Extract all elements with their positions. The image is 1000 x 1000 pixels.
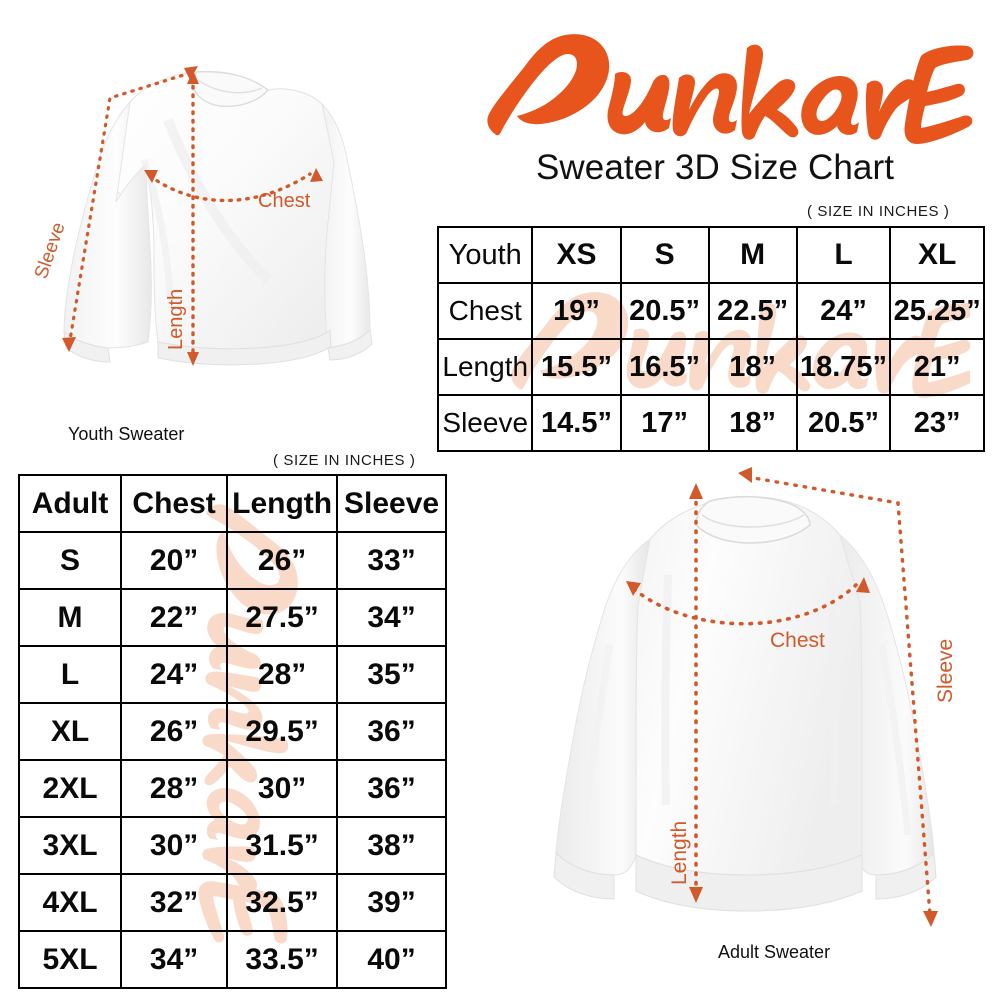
adult-length-s: 26” — [226, 531, 339, 590]
youth-length-m: 18” — [707, 338, 798, 396]
adult-chest-5xl: 34” — [120, 930, 229, 989]
youth-measure-lines — [62, 66, 323, 366]
table-row: M 22” 27.5” 34” — [17, 588, 447, 647]
page-title: Sweater 3D Size Chart — [535, 148, 895, 187]
adult-sleeve-l: 35” — [336, 645, 447, 704]
table-row: Youth XS S M L XL — [436, 226, 985, 284]
adult-sleeve-s: 33” — [336, 531, 447, 590]
youth-row-label-chest: Chest — [436, 282, 534, 340]
adult-chest-s: 20” — [120, 531, 229, 590]
adult-length-3xl: 31.5” — [226, 816, 339, 875]
youth-chest-xs: 19” — [531, 282, 622, 340]
youth-row-label-length: Length — [436, 338, 534, 396]
youth-sweater-caption: Youth Sweater — [68, 424, 185, 444]
adult-chest-4xl: 32” — [120, 873, 229, 932]
youth-col-xs: XS — [531, 226, 622, 284]
adult-length-m: 27.5” — [226, 588, 339, 647]
youth-sleeve-m: 18” — [707, 394, 798, 452]
table-row: L 24” 28” 35” — [17, 645, 447, 704]
youth-length-s: 16.5” — [619, 338, 710, 396]
adult-chest-2xl: 28” — [120, 759, 229, 818]
adult-length-xl: 29.5” — [226, 702, 339, 761]
adult-size-l: L — [17, 645, 123, 704]
youth-size-table: Youth XS S M L XL Chest 19” 20.5” 22.5” … — [436, 226, 985, 452]
adult-size-5xl: 5XL — [17, 930, 123, 989]
adult-length-4xl: 32.5” — [226, 873, 339, 932]
youth-sleeve-xs: 14.5” — [531, 394, 622, 452]
youth-chest-xl: 25.25” — [889, 282, 985, 340]
table-row: 5XL 34” 33.5” 40” — [17, 930, 447, 989]
adult-col-length: Length — [226, 474, 339, 533]
adult-units-note: ( SIZE IN INCHES ) — [273, 452, 416, 469]
adult-length-2xl: 30” — [226, 759, 339, 818]
adult-chest-label: Chest — [770, 629, 825, 652]
brand-logo — [455, 22, 975, 152]
youth-sleeve-label: Sleeve — [31, 220, 70, 282]
youth-sweater-body — [63, 70, 373, 366]
table-row: Sleeve 14.5” 17” 18” 20.5” 23” — [436, 394, 985, 452]
adult-length-label: Length — [668, 821, 691, 885]
adult-size-2xl: 2XL — [17, 759, 123, 818]
adult-col-size: Adult — [17, 474, 123, 533]
table-row: Adult Chest Length Sleeve — [17, 474, 447, 533]
table-row: Chest 19” 20.5” 22.5” 24” 25.25” — [436, 282, 985, 340]
youth-col-l: L — [795, 226, 892, 284]
table-row: Length 15.5” 16.5” 18” 18.75” 21” — [436, 338, 985, 396]
adult-chest-l: 24” — [120, 645, 229, 704]
youth-sweater-figure: Chest Length Sleeve — [18, 40, 418, 400]
adult-length-5xl: 33.5” — [226, 930, 339, 989]
adult-chest-xl: 26” — [120, 702, 229, 761]
youth-units-note: ( SIZE IN INCHES ) — [807, 203, 950, 220]
youth-length-xl: 21” — [889, 338, 985, 396]
adult-size-m: M — [17, 588, 123, 647]
youth-col-s: S — [619, 226, 710, 284]
adult-sleeve-4xl: 39” — [336, 873, 447, 932]
youth-col-xl: XL — [889, 226, 985, 284]
youth-length-xs: 15.5” — [531, 338, 622, 396]
youth-chest-m: 22.5” — [707, 282, 798, 340]
youth-sleeve-xl: 23” — [889, 394, 985, 452]
adult-size-xl: XL — [17, 702, 123, 761]
table-row: S 20” 26” 33” — [17, 531, 447, 590]
adult-chest-3xl: 30” — [120, 816, 229, 875]
adult-sleeve-2xl: 36” — [336, 759, 447, 818]
adult-sleeve-m: 34” — [336, 588, 447, 647]
adult-sweater-body — [553, 495, 937, 912]
adult-sleeve-3xl: 38” — [336, 816, 447, 875]
adult-length-l: 28” — [226, 645, 339, 704]
youth-chest-s: 20.5” — [619, 282, 710, 340]
table-row: 4XL 32” 32.5” 39” — [17, 873, 447, 932]
adult-measure-lines — [626, 467, 938, 927]
adult-size-4xl: 4XL — [17, 873, 123, 932]
youth-length-label: Length — [165, 289, 187, 350]
youth-row-label-sleeve: Sleeve — [436, 394, 534, 452]
table-row: XL 26” 29.5” 36” — [17, 702, 447, 761]
adult-col-sleeve: Sleeve — [336, 474, 447, 533]
adult-sweater-figure: Chest Length Sleeve — [500, 455, 990, 945]
adult-sweater-caption: Adult Sweater — [718, 942, 831, 962]
adult-chest-m: 22” — [120, 588, 229, 647]
adult-size-s: S — [17, 531, 123, 590]
adult-sleeve-5xl: 40” — [336, 930, 447, 989]
youth-chest-l: 24” — [795, 282, 892, 340]
table-row: 3XL 30” 31.5” 38” — [17, 816, 447, 875]
youth-length-l: 18.75” — [795, 338, 892, 396]
adult-col-chest: Chest — [120, 474, 229, 533]
youth-col-m: M — [707, 226, 798, 284]
table-row: 2XL 28” 30” 36” — [17, 759, 447, 818]
youth-sleeve-l: 20.5” — [795, 394, 892, 452]
adult-sleeve-label: Sleeve — [934, 639, 957, 703]
adult-sleeve-xl: 36” — [336, 702, 447, 761]
youth-sleeve-s: 17” — [619, 394, 710, 452]
adult-size-3xl: 3XL — [17, 816, 123, 875]
youth-chest-label: Chest — [258, 190, 311, 212]
adult-size-table: Adult Chest Length Sleeve S 20” 26” 33” … — [17, 474, 447, 989]
youth-corner-label: Youth — [436, 226, 534, 284]
